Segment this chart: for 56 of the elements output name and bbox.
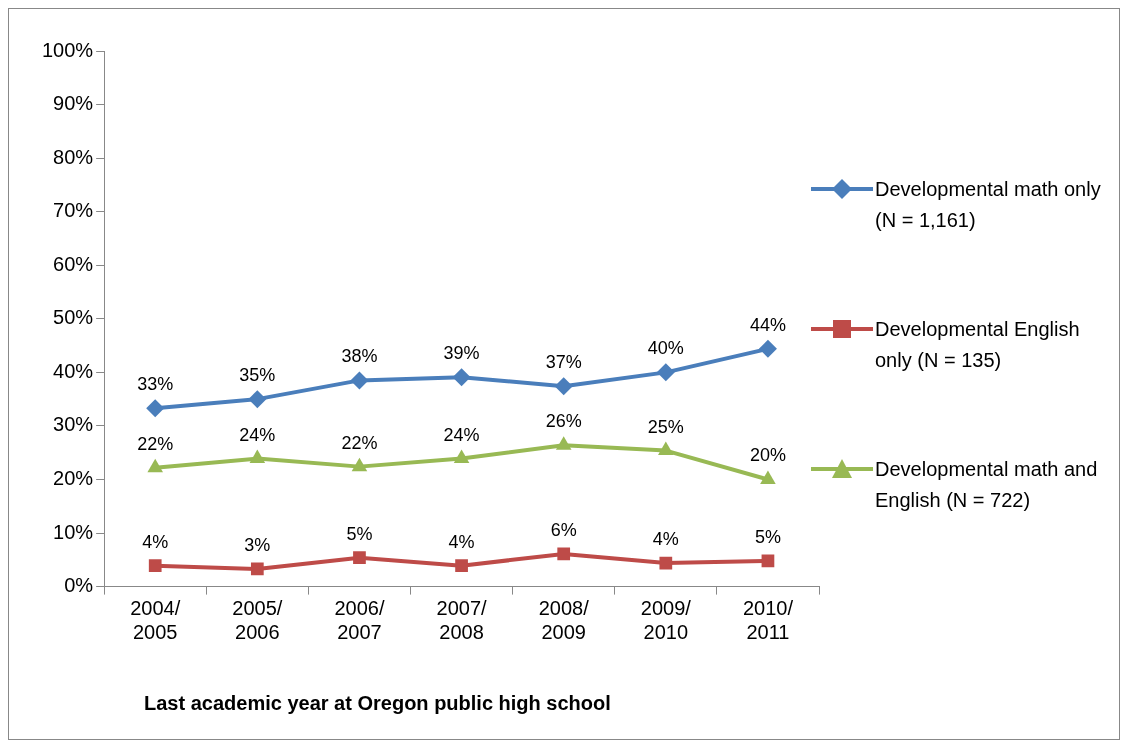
data-label: 24% xyxy=(443,424,480,445)
legend-label: Developmental math only (N = 1,161) xyxy=(875,177,1102,233)
x-tick-label: 2006/ 2007 xyxy=(334,597,385,644)
data-label: 4% xyxy=(652,529,679,549)
data-label: 37% xyxy=(545,352,582,373)
y-tick-label: 0% xyxy=(64,574,94,597)
point xyxy=(248,390,267,409)
data-label: 24% xyxy=(239,424,276,445)
y-tick-label: 20% xyxy=(53,467,94,489)
point xyxy=(146,399,165,418)
x-axis-title: Last academic year at Oregon public high school xyxy=(144,692,611,715)
data-label: 3% xyxy=(244,534,271,555)
x-tick-label: 2010/ 2011 xyxy=(742,597,794,644)
y-tick-label: 70% xyxy=(53,199,94,222)
x-tick-label: 2009/ 2010 xyxy=(640,597,692,644)
x-tick-label: 2005/ 2006 xyxy=(232,597,283,644)
data-label: 20% xyxy=(749,445,786,466)
data-label: 35% xyxy=(239,365,276,386)
point xyxy=(148,559,162,573)
point xyxy=(554,377,573,396)
y-tick-label: 50% xyxy=(53,306,94,329)
point xyxy=(758,339,777,358)
legend-label: Developmental English only (N = 135) xyxy=(875,317,1081,373)
x-tick-label: 2007/ 2008 xyxy=(436,597,488,644)
data-label: 4% xyxy=(142,531,169,552)
y-tick-label: 60% xyxy=(53,252,94,275)
point xyxy=(353,551,366,565)
legend-label: Developmental math and English (N = 722) xyxy=(875,457,1099,513)
data-label: 6% xyxy=(550,519,577,540)
data-label: 25% xyxy=(647,416,684,437)
x-tick-label: 2004/ 2005 xyxy=(130,597,181,644)
y-tick-label: 30% xyxy=(53,413,94,436)
point xyxy=(350,371,369,390)
data-label: 33% xyxy=(137,374,174,395)
point xyxy=(656,363,675,382)
data-label: 26% xyxy=(545,411,582,432)
data-label: 44% xyxy=(749,314,786,335)
y-tick-label: 10% xyxy=(53,520,94,543)
point xyxy=(250,562,264,576)
point xyxy=(557,547,571,561)
data-label: 38% xyxy=(341,346,378,367)
point xyxy=(452,368,471,387)
data-label: 5% xyxy=(346,523,373,544)
data-label: 22% xyxy=(137,433,174,454)
x-tick-label: 2008/ 2009 xyxy=(538,597,590,644)
y-tick-label: 80% xyxy=(53,145,94,168)
y-tick-label: 40% xyxy=(53,359,94,382)
point xyxy=(455,559,468,573)
data-label: 5% xyxy=(754,526,781,547)
y-tick-label: 100% xyxy=(42,38,94,61)
data-label: 39% xyxy=(443,343,480,364)
point xyxy=(659,556,673,570)
data-label: 22% xyxy=(341,432,378,453)
data-label: 4% xyxy=(448,531,475,552)
data-label: 40% xyxy=(647,338,684,359)
y-tick-label: 90% xyxy=(53,92,94,115)
